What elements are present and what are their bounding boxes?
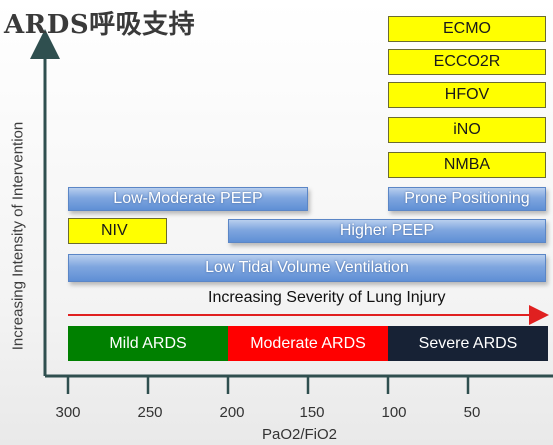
y-axis-label: Increasing Intensity of Intervention bbox=[9, 121, 27, 351]
severe-ards-block: Severe ARDS bbox=[388, 326, 548, 361]
low-tidal-volume-bar: Low Tidal Volume Ventilation bbox=[68, 254, 546, 282]
mild-ards-block: Mild ARDS bbox=[68, 326, 228, 361]
ecmo-box: ECMO bbox=[388, 16, 546, 42]
prone-positioning-bar: Prone Positioning bbox=[388, 187, 546, 211]
x-tick-label: 200 bbox=[219, 404, 245, 421]
moderate-ards-block: Moderate ARDS bbox=[228, 326, 388, 361]
ecco2r-box: ECCO2R bbox=[388, 49, 546, 75]
higher-peep-bar: Higher PEEP bbox=[228, 219, 546, 243]
x-tick-label: 150 bbox=[299, 404, 325, 421]
x-tick-label: 250 bbox=[137, 404, 163, 421]
x-tick-label: 300 bbox=[55, 404, 81, 421]
page-title: ARDS呼吸支持 bbox=[4, 10, 196, 40]
niv-box: NIV bbox=[68, 218, 167, 244]
nmba-box: NMBA bbox=[388, 152, 546, 178]
ino-box: iNO bbox=[388, 117, 546, 143]
x-axis-label: PaO2/FiO2 bbox=[262, 426, 338, 443]
x-tick-label: 100 bbox=[381, 404, 407, 421]
hfov-box: HFOV bbox=[388, 82, 546, 108]
severity-arrow-label: Increasing Severity of Lung Injury bbox=[208, 289, 446, 306]
x-tick-label: 50 bbox=[463, 404, 481, 421]
low-moderate-peep-bar: Low-Moderate PEEP bbox=[68, 187, 308, 211]
